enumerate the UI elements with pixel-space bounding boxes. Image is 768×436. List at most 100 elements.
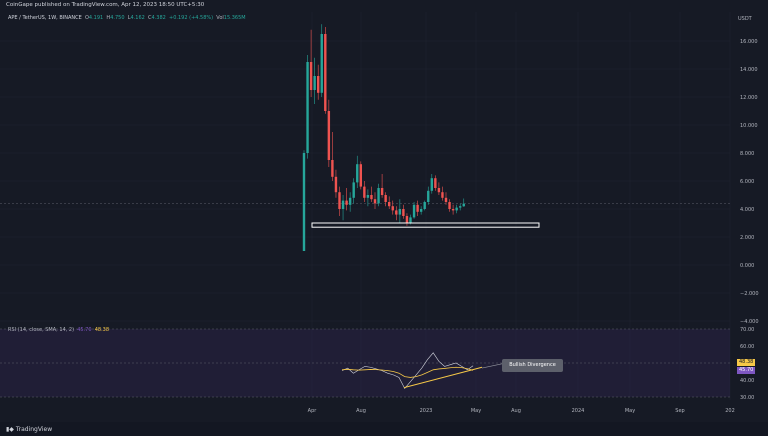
bullish-divergence-label: Bullish Divergence: [502, 359, 563, 372]
price-tick: 14.000: [740, 67, 758, 73]
candle-body: [430, 178, 433, 191]
candle-body: [345, 200, 348, 205]
candle-body: [320, 34, 323, 93]
top-bar: CoinGape published on TradingView.com, A…: [0, 0, 768, 12]
rsi-tick: 70.00: [740, 327, 754, 333]
candle-body: [334, 176, 338, 193]
candle-body: [451, 209, 455, 211]
candle-body: [380, 188, 384, 195]
candle-body: [419, 209, 423, 212]
chart-grid: [0, 12, 731, 400]
candle-body: [317, 76, 320, 93]
candle-body: [437, 188, 441, 193]
candle-body: [405, 216, 409, 223]
time-tick: May: [625, 408, 635, 414]
candle-body: [398, 209, 402, 215]
candle-body: [363, 186, 366, 198]
high-value: 4.750: [110, 15, 125, 21]
open-label: O: [84, 15, 89, 21]
candle-body: [391, 206, 394, 211]
price-tick: 8.000: [740, 151, 754, 157]
time-tick: Aug: [356, 408, 366, 414]
time-tick: 202: [725, 408, 735, 414]
price-tick: 0.000: [740, 263, 754, 269]
candle-body: [462, 203, 465, 207]
candle-body: [352, 182, 355, 198]
candle-body: [409, 217, 412, 223]
divergence-trendline: [403, 366, 483, 389]
candle-body: [348, 197, 352, 205]
vol-label: Vol: [216, 15, 224, 21]
candle-body: [455, 207, 458, 211]
candle-body: [302, 153, 306, 251]
candle-body: [338, 192, 341, 209]
candle-body: [373, 199, 377, 204]
price-tick: 10.000: [740, 123, 758, 129]
ohlc-legend: APE / TetherUS, 1W, BINANCE O4.191 H4.75…: [8, 15, 246, 21]
currency-label: USDT: [738, 16, 752, 22]
price-tick: 2.000: [740, 235, 754, 241]
symbol-label[interactable]: APE / TetherUS, 1W, BINANCE: [8, 15, 82, 21]
rsi-sma-line: [341, 366, 474, 378]
time-tick: Apr: [308, 408, 318, 414]
tradingview-logo[interactable]: ▮◆ TradingView: [6, 426, 52, 433]
candle-body: [331, 160, 334, 177]
high-label: H: [106, 15, 111, 21]
candle-body: [423, 202, 426, 209]
rsi-line: [341, 352, 474, 390]
change-value: +0.192 (+4.58%): [169, 15, 214, 21]
time-tick: Sep: [675, 408, 684, 414]
price-axis: 16.000 14.000 12.000 10.000 8.000 6.000 4.000 2…: [740, 39, 759, 325]
candle-body: [448, 202, 451, 209]
annotations: [311, 222, 540, 228]
price-tick: 4.000: [740, 207, 754, 213]
rsi-legend: RSI (14, close, SMA, 14, 2) 45.70 48.38: [8, 327, 109, 333]
publisher-line: CoinGape published on TradingView.com, A…: [6, 2, 205, 8]
open-value: 4.191: [88, 15, 104, 21]
candle-body: [306, 62, 309, 153]
candle-body: [459, 206, 462, 208]
candle-body: [434, 178, 437, 188]
price-tick: 16.000: [740, 39, 758, 45]
low-value: 4.162: [130, 15, 145, 21]
rsi-tick: 40.00: [740, 378, 754, 384]
rsi-tick: 60.00: [740, 344, 754, 350]
candle-body: [370, 195, 373, 200]
candle-body: [313, 76, 316, 90]
candle-body: [388, 202, 391, 207]
time-tick: May: [471, 408, 481, 414]
rsi-sma-price-tag: 45.70: [737, 367, 756, 374]
candle-body: [356, 164, 359, 183]
close-value: 4.382: [151, 15, 166, 21]
candle-body: [402, 209, 405, 216]
candle-body: [366, 195, 370, 198]
rsi-label-text[interactable]: RSI (14, close, SMA, 14, 2): [8, 327, 75, 333]
candle-body: [427, 190, 430, 202]
candle-body: [412, 204, 416, 218]
candle-body: [341, 200, 345, 209]
low-label: L: [127, 15, 131, 21]
candle-body: [441, 192, 444, 198]
candle-body: [359, 164, 362, 187]
rsi-band: [0, 329, 730, 397]
callout-connector: [481, 363, 503, 369]
candle-body: [395, 210, 398, 215]
rsi-price-tag: 48.38: [737, 359, 756, 366]
price-tick: −4.000: [740, 319, 759, 325]
rsi-sma-value: 45.70: [77, 327, 92, 333]
candle-body: [444, 197, 448, 202]
time-tick: 2023: [420, 408, 433, 414]
price-tick: 6.000: [740, 179, 754, 185]
time-tick: Aug: [511, 408, 521, 414]
vol-value: 15.365M: [223, 15, 246, 21]
price-tick: 12.000: [740, 95, 758, 101]
footer-bar: ▮◆ TradingView: [0, 422, 768, 436]
candle-body: [377, 188, 380, 204]
time-tick: 2024: [572, 408, 585, 414]
rsi-tick: 30.00: [740, 395, 754, 401]
support-zone-box: [311, 222, 540, 228]
candle-body: [384, 195, 387, 202]
time-axis: Apr Aug 2023 May Aug 2024 May Sep 202: [308, 408, 735, 414]
